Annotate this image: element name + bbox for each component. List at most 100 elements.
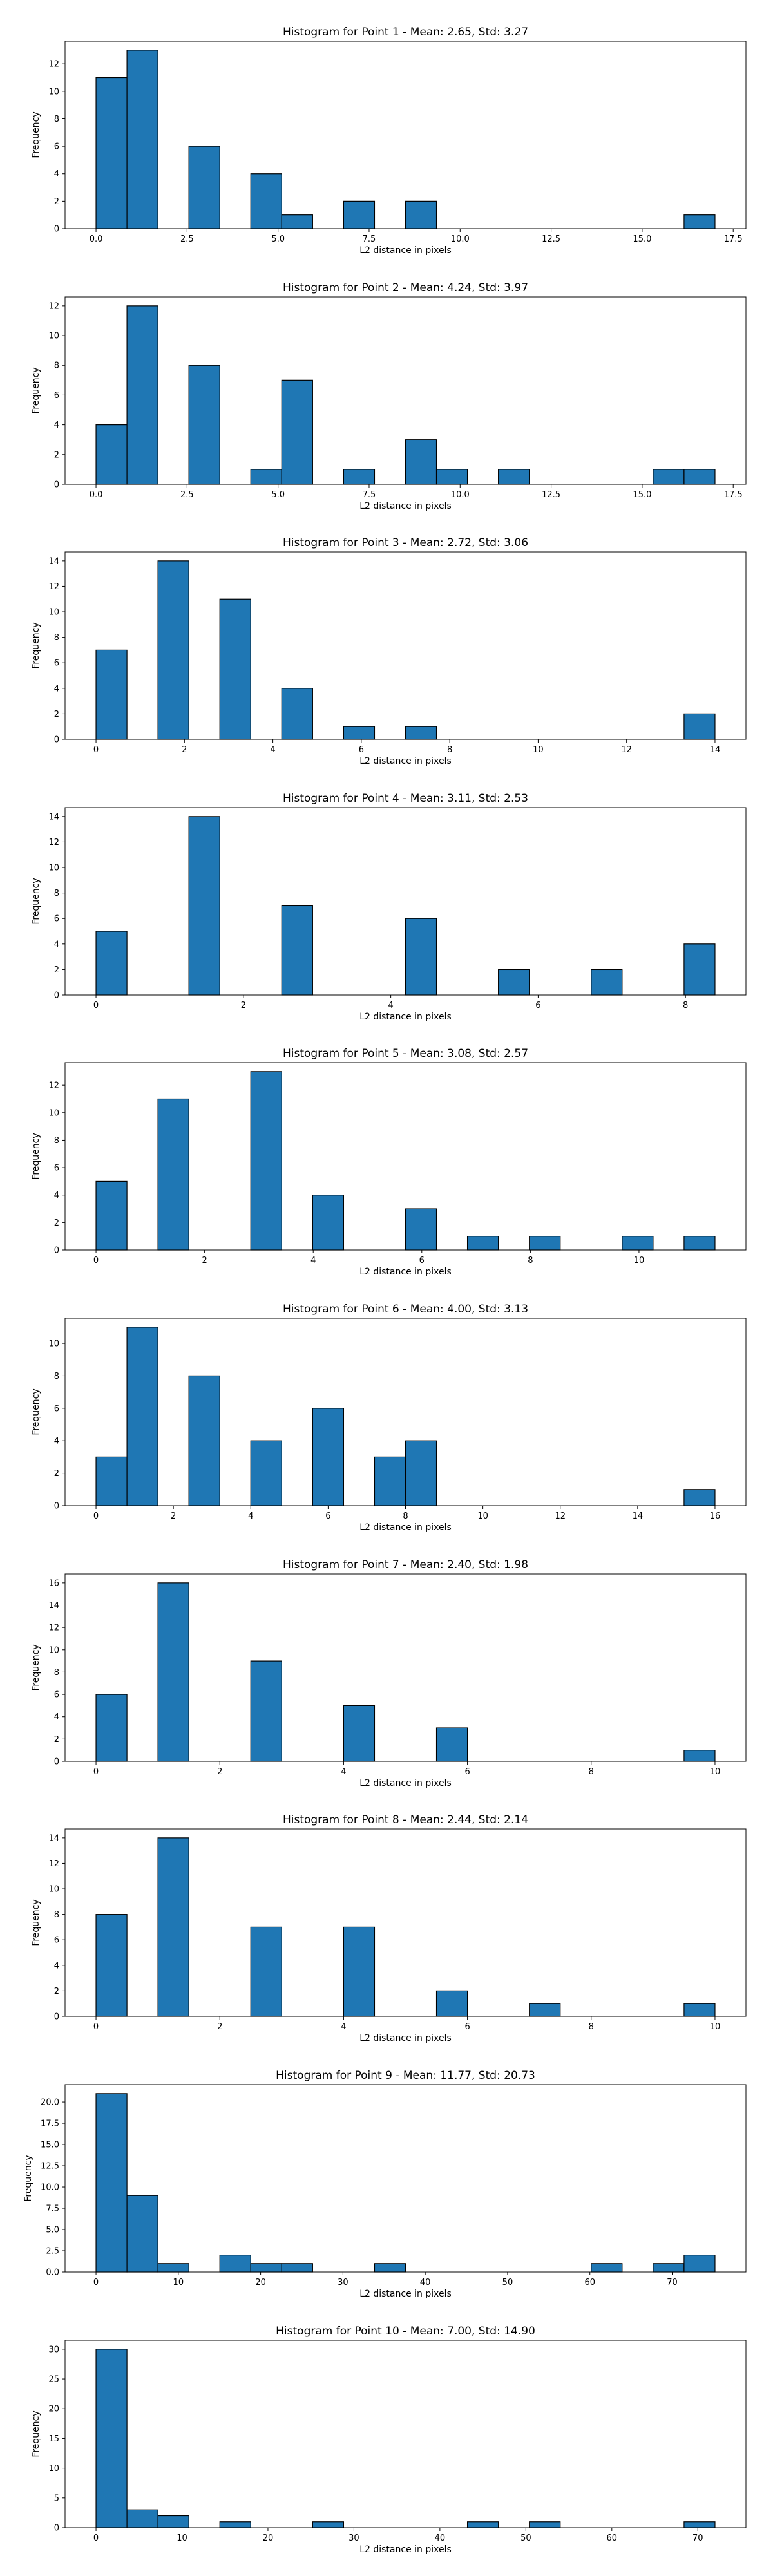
y-tick-label: 14 [48, 556, 59, 566]
histogram-bar [343, 726, 376, 740]
x-tick-label: 2.5 [180, 234, 194, 244]
y-tick-label: 4 [54, 421, 59, 430]
histogram-bar [95, 1456, 128, 1506]
histogram-bar [466, 1236, 499, 1251]
histogram-bar [250, 469, 282, 485]
y-tick-label: 2 [54, 1735, 59, 1745]
histogram-bar [157, 1098, 189, 1251]
axes-frame [64, 2084, 747, 2273]
histogram-bar [126, 2509, 158, 2528]
histogram-bar [281, 905, 313, 996]
axes-frame [64, 1828, 747, 2017]
y-tick-label: 6 [54, 1164, 59, 1173]
y-tick-label: 6 [54, 914, 59, 924]
histogram-bar [95, 931, 128, 996]
chart-title: Histogram for Point 9 - Mean: 11.77, Std… [276, 2069, 535, 2082]
y-tick-label: 4 [54, 1437, 59, 1446]
y-axis-label: Frequency [31, 1133, 41, 1179]
chart-title: Histogram for Point 2 - Mean: 4.24, Std:… [283, 281, 528, 294]
y-tick-label: 0.0 [46, 2268, 59, 2278]
x-tick-label: 10 [533, 745, 544, 755]
y-tick-label: 10 [48, 608, 59, 618]
histogram-bar [95, 649, 128, 740]
x-tick-label: 20 [255, 2278, 266, 2287]
histogram-bar [683, 713, 716, 740]
y-tick-label: 10 [48, 2464, 59, 2474]
histogram-bar [374, 1456, 406, 1506]
x-axis-label: L2 distance in pixels [359, 1778, 452, 1788]
histogram-bar [653, 2263, 685, 2273]
histogram-bar [683, 1750, 716, 1762]
y-tick-label: 4 [54, 169, 59, 179]
axes-frame [64, 1062, 747, 1251]
histogram-bar [435, 1990, 468, 2017]
histogram-bar [529, 2003, 561, 2017]
histogram-panel-4: Histogram for Point 4 - Mean: 3.11, Std:… [31, 792, 747, 1022]
y-axis-label: Frequency [31, 878, 41, 924]
histogram-bar [683, 2003, 716, 2017]
histogram-bar [405, 726, 437, 740]
y-tick-label: 6 [54, 1404, 59, 1414]
histogram-panel-3: Histogram for Point 3 - Mean: 2.72, Std:… [31, 536, 747, 766]
histogram-bar [498, 969, 530, 996]
y-tick-label: 2 [54, 1218, 59, 1228]
x-axis-label: L2 distance in pixels [359, 245, 452, 256]
y-tick-label: 12 [48, 301, 59, 311]
x-tick-label: 60 [607, 2533, 618, 2543]
x-tick-label: 0.0 [90, 234, 103, 244]
x-tick-label: 2 [241, 1001, 246, 1010]
x-axis-label: L2 distance in pixels [359, 2033, 452, 2043]
histogram-bar [250, 1071, 282, 1251]
histogram-bar [312, 2521, 345, 2528]
histogram-panel-2: Histogram for Point 2 - Mean: 4.24, Std:… [31, 281, 747, 511]
x-tick-label: 8 [589, 1767, 594, 1777]
y-tick-label: 12 [48, 1859, 59, 1869]
y-tick-label: 8 [54, 889, 59, 898]
histogram-bar [466, 2521, 499, 2528]
histogram-bar [405, 200, 437, 229]
y-tick-label: 2 [54, 710, 59, 719]
x-tick-label: 10 [477, 1511, 488, 1521]
x-tick-label: 12.5 [542, 234, 560, 244]
histogram-bar [653, 469, 685, 485]
y-tick-label: 30 [48, 2345, 59, 2354]
y-tick-label: 0 [54, 991, 59, 1001]
histogram-bar [683, 2255, 716, 2273]
y-axis-label: Frequency [31, 622, 41, 668]
y-axis-label: Frequency [31, 1388, 41, 1435]
y-tick-label: 25 [48, 2375, 59, 2385]
axes-frame [64, 296, 747, 485]
histogram-bar [281, 2263, 313, 2273]
x-tick-label: 6 [464, 2022, 470, 2032]
y-tick-label: 6 [54, 659, 59, 668]
y-axis-label: Frequency [31, 2410, 41, 2457]
y-tick-label: 2 [54, 197, 59, 207]
x-tick-label: 14 [710, 745, 721, 755]
histogram-panel-10: Histogram for Point 10 - Mean: 7.00, Std… [31, 2325, 747, 2555]
y-tick-label: 14 [48, 1833, 59, 1843]
x-tick-label: 4 [310, 1256, 316, 1265]
x-tick-label: 7.5 [363, 234, 376, 244]
y-tick-label: 20 [48, 2405, 59, 2414]
histogram-bar [683, 1236, 716, 1251]
histogram-bar [405, 1440, 437, 1506]
histogram-bar [157, 2515, 189, 2528]
histogram-bar [591, 969, 623, 996]
y-tick-label: 8 [54, 115, 59, 124]
x-tick-label: 16 [710, 1511, 721, 1521]
x-tick-label: 20 [263, 2533, 274, 2543]
y-tick-label: 0 [54, 1246, 59, 1256]
histogram-bar [157, 560, 189, 740]
histogram-bar [683, 469, 716, 485]
x-tick-label: 30 [338, 2278, 348, 2287]
x-tick-label: 6 [419, 1256, 425, 1265]
x-tick-label: 2 [171, 1511, 176, 1521]
x-tick-label: 4 [341, 1767, 346, 1777]
histogram-bar [126, 2195, 158, 2273]
histogram-bar [250, 1660, 282, 1762]
histogram-bar [250, 173, 282, 229]
histogram-bar [219, 2255, 251, 2273]
y-tick-label: 4 [54, 1712, 59, 1722]
chart-title: Histogram for Point 4 - Mean: 3.11, Std:… [283, 792, 528, 805]
x-tick-label: 2 [202, 1256, 207, 1265]
